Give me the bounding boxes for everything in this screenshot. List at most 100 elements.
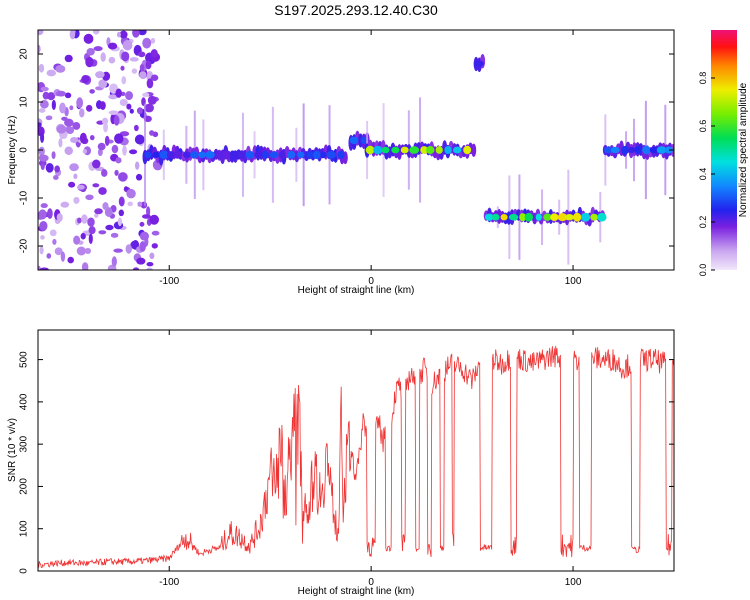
noise-blob: [142, 37, 152, 49]
noise-blob: [69, 105, 74, 111]
noise-blob: [40, 99, 49, 109]
track-core: [391, 146, 400, 154]
noise-blob: [119, 30, 128, 39]
x-tick-label: 0: [368, 276, 374, 287]
noise-blob: [38, 30, 44, 36]
noise-blob: [150, 74, 159, 81]
colorbar-tick-label: 0.2: [698, 216, 708, 229]
track-core: [444, 145, 452, 155]
track-core: [474, 60, 484, 67]
x-tick-label: -100: [159, 276, 179, 287]
track-core: [621, 145, 630, 155]
noise-blob: [144, 103, 154, 113]
noise-blob: [64, 118, 74, 127]
colorbar-gradient: [711, 30, 737, 270]
noise-blob: [77, 217, 82, 224]
y-tick-label: 400: [19, 393, 30, 410]
snr-plot-area: [38, 345, 674, 569]
noise-blob: [40, 163, 45, 171]
noise-blob: [80, 232, 86, 240]
track-core: [524, 212, 534, 222]
noise-blob: [72, 121, 81, 130]
track-core: [144, 151, 152, 158]
track-core: [182, 151, 192, 159]
noise-blob: [92, 159, 101, 169]
noise-blob: [117, 172, 128, 182]
noise-blob: [85, 56, 94, 68]
y-tick-label: 10: [19, 96, 30, 108]
noise-blob: [108, 110, 119, 115]
noise-blob: [139, 71, 147, 79]
noise-blob: [146, 261, 154, 267]
noise-blob: [113, 115, 120, 126]
noise-blob: [54, 165, 61, 173]
snr-y-label: SNR (10 * v/v): [7, 418, 18, 482]
noise-blob: [40, 235, 45, 240]
noise-blob: [126, 188, 136, 199]
noise-blob: [38, 154, 49, 162]
noise-blob: [100, 52, 106, 62]
y-tick-label: 100: [19, 520, 30, 537]
noise-blob: [99, 101, 106, 110]
noise-blob: [45, 115, 53, 121]
track-core: [572, 212, 582, 222]
noise-blob: [38, 108, 46, 113]
colorbar-tick-label: 0.6: [698, 120, 708, 133]
noise-blob: [104, 135, 110, 146]
noise-blob: [129, 57, 139, 62]
track-core: [215, 150, 224, 160]
noise-blob: [60, 201, 70, 208]
track-core: [656, 146, 667, 154]
noise-blob: [127, 201, 133, 207]
noise-blob: [86, 104, 93, 112]
noise-blob: [88, 233, 93, 245]
noise-blob: [83, 33, 94, 44]
noise-blob: [111, 256, 117, 267]
noise-blob: [40, 132, 45, 143]
noise-blob: [38, 122, 42, 128]
track-core: [245, 150, 255, 159]
noise-blob: [64, 92, 72, 99]
noise-blob: [70, 136, 79, 144]
track-core: [590, 213, 598, 221]
noise-blob: [73, 196, 80, 204]
y-tick-label: 500: [19, 351, 30, 368]
y-tick-label: -20: [19, 238, 30, 253]
noise-blob: [145, 60, 152, 70]
noise-blob: [39, 220, 48, 231]
track-core: [597, 212, 607, 222]
y-tick-label: -10: [19, 190, 30, 205]
x-tick-label: 0: [368, 577, 374, 588]
noise-blob: [138, 30, 147, 36]
track-core: [492, 213, 500, 221]
noise-blob: [52, 238, 57, 245]
noise-blob: [116, 31, 121, 38]
noise-blob: [39, 267, 49, 270]
noise-blob: [94, 208, 103, 215]
track-core: [269, 151, 279, 159]
spectrogram-y-ticks: -20 -10 0 10 20: [19, 48, 674, 253]
track-core: [426, 146, 435, 154]
noise-blob: [122, 145, 127, 156]
noise-blob: [139, 63, 145, 72]
noise-blob: [134, 134, 145, 145]
track-core: [152, 151, 160, 158]
noise-blob: [149, 130, 155, 136]
track-core: [610, 146, 620, 154]
noise-blob: [108, 94, 118, 100]
noise-blob: [114, 133, 124, 144]
noise-blob: [79, 108, 85, 118]
noise-blob: [108, 56, 116, 64]
noise-blob: [115, 157, 122, 164]
noise-blob: [123, 186, 129, 191]
track-core: [381, 146, 390, 154]
noise-blob: [132, 30, 140, 38]
track-core: [420, 146, 429, 154]
noise-blob: [81, 214, 88, 224]
noise-blob: [146, 267, 153, 270]
track-core: [564, 214, 574, 221]
noise-blob: [47, 92, 56, 101]
noise-blob: [132, 267, 140, 270]
noise-blob: [136, 107, 143, 115]
